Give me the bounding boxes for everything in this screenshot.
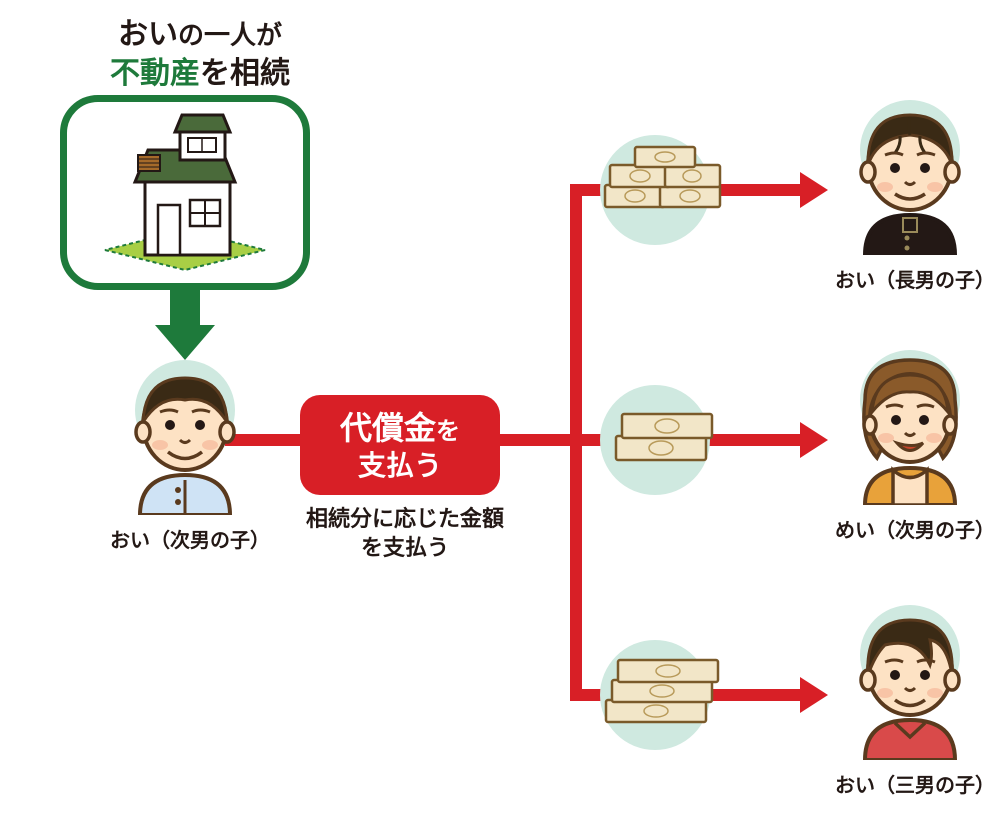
sub-text-line2: を支払う <box>361 535 449 560</box>
red-box-small: を <box>436 418 460 445</box>
avatar-caption: おい（三男の子） <box>835 769 985 798</box>
money-icon <box>608 398 718 473</box>
money-icon <box>595 135 730 225</box>
avatar-caption: めい（次男の子） <box>835 514 985 543</box>
title-prefix-small: の一人が <box>178 20 282 50</box>
house-bubble <box>60 95 310 290</box>
avatar-payer: おい（次男の子） <box>110 360 260 553</box>
title: おいの一人が 不動産を相続 <box>70 15 330 93</box>
avatar-r2: めい（次男の子） <box>835 350 985 543</box>
avatar-caption: おい（長男の子） <box>835 264 985 293</box>
red-box-line2: 支払う <box>358 448 442 483</box>
money-icon <box>598 645 728 735</box>
title-emph: 不動産 <box>110 57 200 90</box>
diagram-canvas: おいの一人が 不動産を相続 代償金を 支払う <box>0 0 1001 824</box>
avatar-r1: おい（長男の子） <box>835 100 985 293</box>
title-suffix: を相続 <box>200 57 290 90</box>
red-box: 代償金を 支払う <box>300 395 500 495</box>
arrow-right-icon <box>800 422 828 458</box>
title-prefix-big: おい <box>118 18 178 51</box>
red-box-big: 代償金 <box>340 410 436 446</box>
sub-text-line1: 相続分に応じた金額 <box>306 506 504 531</box>
arrow-right-icon <box>800 677 828 713</box>
avatar-caption: おい（次男の子） <box>110 524 260 553</box>
avatar-r3: おい（三男の子） <box>835 605 985 798</box>
sub-text: 相続分に応じた金額 を支払う <box>280 505 530 562</box>
arrow-right-icon <box>800 172 828 208</box>
house-icon <box>90 110 280 275</box>
